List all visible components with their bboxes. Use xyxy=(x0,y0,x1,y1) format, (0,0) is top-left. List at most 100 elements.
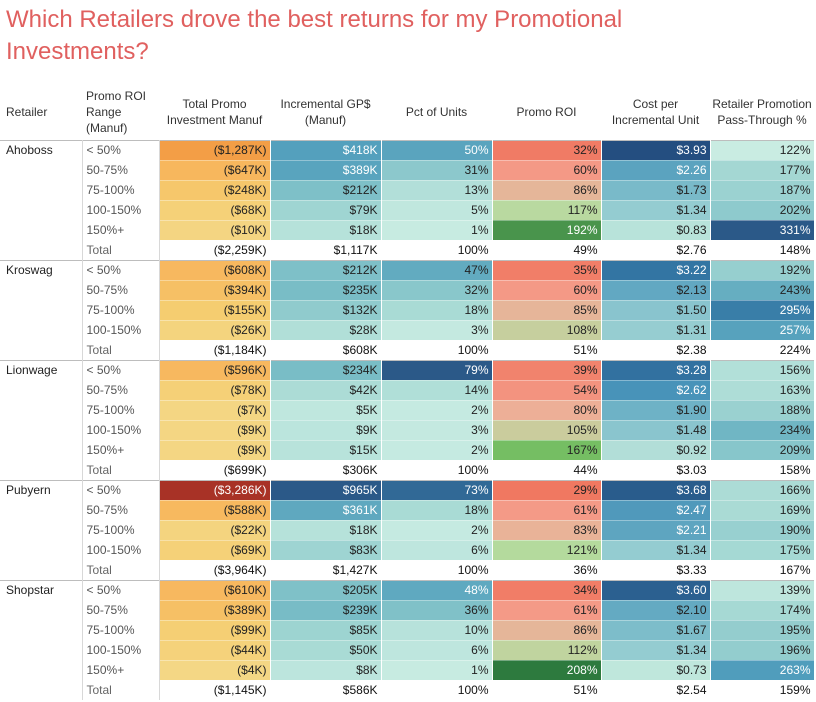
cell-gp: $586K xyxy=(270,680,382,700)
cell-cost: $3.60 xyxy=(601,579,711,601)
cell-roi: 29% xyxy=(492,479,602,501)
cell-cost: $1.34 xyxy=(601,200,711,221)
cell-investment: ($394K) xyxy=(159,280,271,301)
table-row: 100-150% ($68K) $79K 5% 117% $1.34 202% xyxy=(0,200,815,221)
page-title: Which Retailers drove the best returns f… xyxy=(6,6,623,65)
cell-pass: 169% xyxy=(710,500,815,521)
table-row: 100-150% ($44K) $50K 6% 112% $1.34 196% xyxy=(0,640,815,661)
cell-gp: $235K xyxy=(270,280,382,301)
cell-roi: 105% xyxy=(492,420,602,441)
cell-investment: ($10K) xyxy=(159,220,271,241)
table-row: 150%+ ($9K) $15K 2% 167% $0.92 209% xyxy=(0,440,815,461)
range-label: < 50% xyxy=(82,479,160,500)
range-label: 100-150% xyxy=(82,420,160,440)
cell-pass: 243% xyxy=(710,280,815,301)
column-header[interactable]: Pct of Units xyxy=(405,104,468,119)
table-row: 150%+ ($4K) $8K 1% 208% $0.73 263% xyxy=(0,660,815,681)
cell-pass: 257% xyxy=(710,320,815,341)
cell-roi: 39% xyxy=(492,359,602,381)
cell-pass: 167% xyxy=(710,560,815,580)
cell-roi: 83% xyxy=(492,520,602,541)
cell-gp: $9K xyxy=(270,420,382,441)
cell-roi: 61% xyxy=(492,500,602,521)
cell-pct-units: 73% xyxy=(381,479,493,501)
cell-investment: ($22K) xyxy=(159,520,271,541)
cell-gp: $389K xyxy=(270,160,382,181)
cell-gp: $28K xyxy=(270,320,382,341)
cell-pass: 177% xyxy=(710,160,815,181)
cell-pass: 224% xyxy=(710,340,815,360)
cell-roi: 80% xyxy=(492,400,602,421)
cell-investment: ($1,287K) xyxy=(159,139,271,161)
cell-investment: ($596K) xyxy=(159,359,271,381)
column-header[interactable]: Promo ROI xyxy=(516,104,577,119)
table-row: 50-75% ($394K) $235K 32% 60% $2.13 243% xyxy=(0,280,815,301)
cell-cost: $1.73 xyxy=(601,180,711,201)
cell-gp: $18K xyxy=(270,220,382,241)
column-header[interactable]: Incremental GP$ (Manuf) xyxy=(280,96,371,127)
cell-investment: ($248K) xyxy=(159,180,271,201)
cell-pass: 195% xyxy=(710,620,815,641)
range-label: 75-100% xyxy=(82,620,160,640)
table-row: 100-150% ($9K) $9K 3% 105% $1.48 234% xyxy=(0,420,815,441)
column-header[interactable]: Total Promo Investment Manuf xyxy=(166,96,263,127)
column-header[interactable]: Cost per Incremental Unit xyxy=(611,96,700,127)
cell-investment: ($1,184K) xyxy=(159,340,271,360)
range-label: < 50% xyxy=(82,579,160,600)
cell-investment: ($647K) xyxy=(159,160,271,181)
column-header[interactable]: Promo ROI Range (Manuf) xyxy=(86,88,147,135)
cell-investment: ($7K) xyxy=(159,400,271,421)
cell-pct-units: 48% xyxy=(381,579,493,601)
table-row: Lionwage < 50% ($596K) $234K 79% 39% $3.28 156% xyxy=(0,359,815,480)
cell-gp: $212K xyxy=(270,259,382,281)
retailer-label: Pubyern xyxy=(0,479,83,580)
cell-gp: $42K xyxy=(270,380,382,401)
table-row: Ahoboss < 50% ($1,287K) $418K 50% 32% $3.93 122… xyxy=(0,139,815,260)
cell-roi: 44% xyxy=(492,460,602,480)
table-row: 50-75% ($588K) $361K 18% 61% $2.47 169% xyxy=(0,500,815,521)
cell-gp: $132K xyxy=(270,300,382,321)
cell-pct-units: 6% xyxy=(381,540,493,561)
table-row: 50-75% ($78K) $42K 14% 54% $2.62 163% xyxy=(0,380,815,401)
cell-pass: 295% xyxy=(710,300,815,321)
cell-cost: $2.10 xyxy=(601,600,711,621)
column-header[interactable]: Retailer xyxy=(6,104,48,119)
cell-pass: 163% xyxy=(710,380,815,401)
cell-pct-units: 100% xyxy=(381,680,493,700)
cell-investment: ($44K) xyxy=(159,640,271,661)
cell-roi: 85% xyxy=(492,300,602,321)
cell-roi: 121% xyxy=(492,540,602,561)
table-row: 75-100% ($248K) $212K 13% 86% $1.73 187% xyxy=(0,180,815,201)
cell-cost: $3.03 xyxy=(601,460,711,480)
cell-cost: $3.28 xyxy=(601,359,711,381)
cell-gp: $205K xyxy=(270,579,382,601)
cell-pass: 263% xyxy=(710,660,815,681)
range-label: Total xyxy=(82,240,160,260)
cell-investment: ($610K) xyxy=(159,579,271,601)
cell-roi: 86% xyxy=(492,180,602,201)
cell-pct-units: 31% xyxy=(381,160,493,181)
cell-gp: $85K xyxy=(270,620,382,641)
cell-pct-units: 32% xyxy=(381,280,493,301)
range-label: 75-100% xyxy=(82,520,160,540)
cell-gp: $608K xyxy=(270,340,382,360)
range-label: 75-100% xyxy=(82,300,160,320)
cell-cost: $2.54 xyxy=(601,680,711,700)
retailer-label: Ahoboss xyxy=(0,139,83,260)
cell-pass: 139% xyxy=(710,579,815,601)
cell-gp: $234K xyxy=(270,359,382,381)
cell-cost: $1.34 xyxy=(601,640,711,661)
cell-investment: ($1,145K) xyxy=(159,680,271,700)
total-row: Total ($3,964K) $1,427K 100% 36% $3.33 167% xyxy=(0,560,815,580)
cell-pass: 187% xyxy=(710,180,815,201)
cell-roi: 192% xyxy=(492,220,602,241)
table-row: 50-75% ($647K) $389K 31% 60% $2.26 177% xyxy=(0,160,815,181)
cell-investment: ($9K) xyxy=(159,420,271,441)
column-header[interactable]: Retailer Promotion Pass-Through % xyxy=(712,96,812,127)
cell-gp: $418K xyxy=(270,139,382,161)
cell-cost: $3.93 xyxy=(601,139,711,161)
cell-pct-units: 79% xyxy=(381,359,493,381)
total-row: Total ($2,259K) $1,117K 100% 49% $2.76 148% xyxy=(0,240,815,260)
header-row: Retailer Promo ROI Range (Manuf) Total P… xyxy=(0,84,814,140)
cell-cost: $2.62 xyxy=(601,380,711,401)
